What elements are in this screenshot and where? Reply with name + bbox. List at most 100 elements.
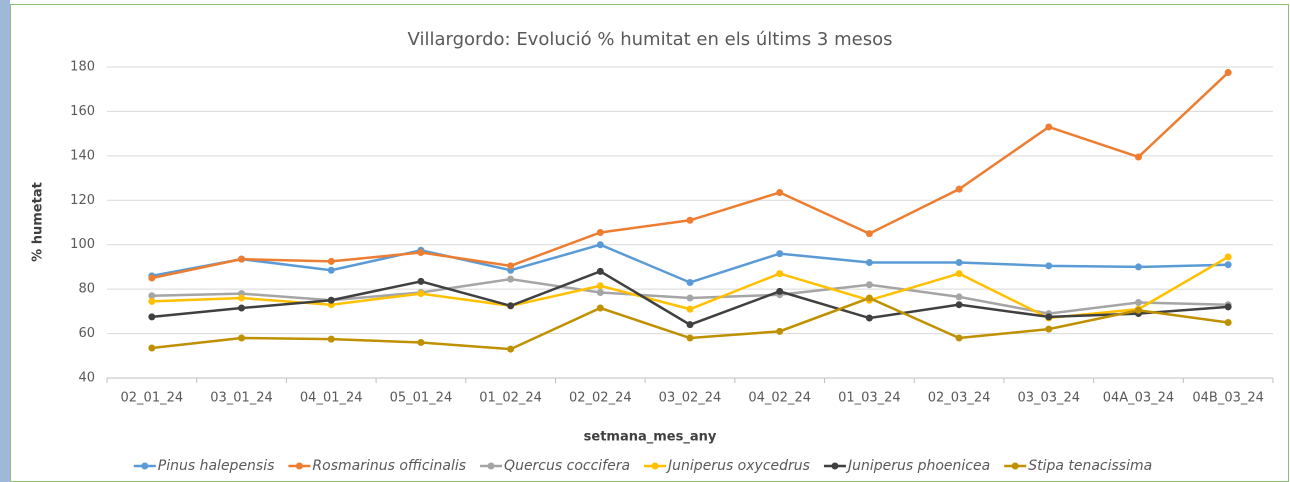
point (865, 230, 873, 238)
legend-marker (487, 462, 495, 470)
point (865, 314, 873, 322)
point (955, 301, 963, 309)
point (1224, 253, 1232, 261)
x-tick-label: 01_03_24 (838, 391, 901, 406)
point (148, 344, 156, 352)
point (596, 282, 604, 290)
point (776, 270, 784, 278)
y-tick-label: 80 (78, 282, 95, 297)
point (1224, 69, 1232, 77)
point (327, 266, 335, 274)
y-tick-label: 100 (70, 237, 95, 252)
point (686, 305, 694, 313)
point (596, 288, 604, 296)
point (596, 304, 604, 312)
point (507, 345, 515, 353)
point (327, 296, 335, 304)
x-tick-label: 03_01_24 (210, 391, 273, 406)
point (417, 248, 425, 256)
point (1224, 303, 1232, 311)
x-tick-label: 02_02_24 (569, 391, 632, 406)
y-tick-label: 40 (78, 371, 95, 386)
x-tick-label: 02_03_24 (928, 391, 991, 406)
point (776, 250, 784, 258)
point (596, 228, 604, 236)
point (1224, 261, 1232, 269)
point (1134, 298, 1142, 306)
point (148, 313, 156, 321)
point (507, 262, 515, 270)
point (776, 287, 784, 295)
point (776, 327, 784, 335)
point (507, 275, 515, 283)
chart-title: Villargordo: Evolució % humitat en els ú… (408, 29, 893, 50)
point (238, 304, 246, 312)
legend-marker (1011, 462, 1019, 470)
point (1045, 262, 1053, 270)
y-tick-label: 140 (70, 148, 95, 163)
legend-label: Stipa tenacissima (1028, 458, 1152, 474)
point (238, 255, 246, 263)
x-tick-label: 04A_03_24 (1103, 391, 1175, 406)
legend-marker (295, 462, 303, 470)
y-tick-label: 120 (70, 193, 95, 208)
point (1134, 306, 1142, 314)
point (955, 258, 963, 266)
point (865, 294, 873, 302)
point (238, 294, 246, 302)
point (686, 216, 694, 224)
point (955, 185, 963, 193)
point (417, 338, 425, 346)
point (686, 334, 694, 342)
legend-marker (831, 462, 839, 470)
point (148, 297, 156, 305)
side-strip (0, 0, 10, 482)
point (1045, 123, 1053, 131)
x-tick-label: 04_01_24 (300, 391, 363, 406)
point (686, 321, 694, 329)
y-axis-title: % humetat (31, 182, 46, 262)
legend-label: Pinus halepensis (158, 458, 275, 474)
point (1045, 325, 1053, 333)
x-tick-label: 01_02_24 (479, 391, 542, 406)
y-tick-label: 60 (78, 326, 95, 341)
point (955, 270, 963, 278)
point (596, 241, 604, 249)
point (327, 335, 335, 343)
point (1134, 263, 1142, 271)
point (865, 281, 873, 289)
point (776, 189, 784, 197)
point (1045, 313, 1053, 321)
x-tick-label: 02_01_24 (121, 391, 184, 406)
y-tick-label: 160 (70, 104, 95, 119)
point (417, 290, 425, 298)
point (238, 334, 246, 342)
point (327, 257, 335, 265)
x-tick-label: 04B_03_24 (1192, 391, 1264, 406)
legend-label: Rosmarinus officinalis (312, 458, 466, 474)
point (955, 293, 963, 301)
point (1134, 153, 1142, 161)
point (596, 267, 604, 275)
point (865, 258, 873, 266)
point (955, 334, 963, 342)
point (148, 274, 156, 282)
legend-marker (651, 462, 659, 470)
point (686, 278, 694, 286)
point (1224, 318, 1232, 326)
legend-label: Juniperus oxycedrus (665, 458, 810, 474)
x-tick-label: 03_03_24 (1017, 391, 1080, 406)
x-axis-title: setmana_mes_any (584, 430, 717, 445)
x-tick-label: 04_02_24 (748, 391, 811, 406)
legend-label: Quercus coccifera (504, 458, 630, 474)
point (686, 294, 694, 302)
legend-label: Juniperus phoenicea (845, 458, 990, 474)
y-tick-label: 180 (70, 60, 95, 75)
point (148, 292, 156, 300)
x-tick-label: 03_02_24 (659, 391, 722, 406)
legend-marker (141, 462, 149, 470)
point (417, 277, 425, 285)
x-tick-label: 05_01_24 (390, 391, 453, 406)
